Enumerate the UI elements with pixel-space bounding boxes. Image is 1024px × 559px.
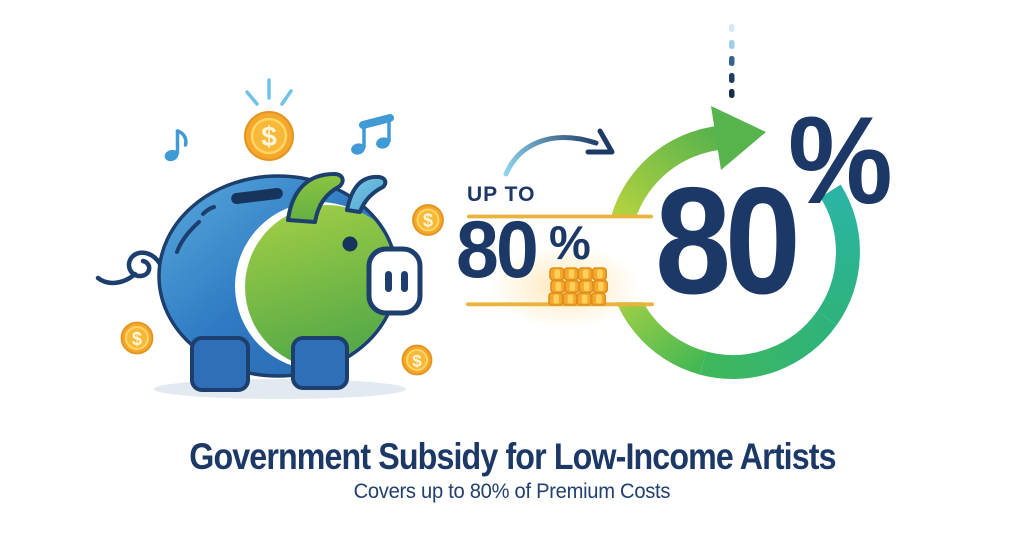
swoosh-arrow-icon (503, 128, 615, 177)
coin-dollar: $ (423, 211, 433, 231)
pig-face-green (245, 205, 395, 369)
pig-leg-left (190, 336, 250, 392)
pig-tail (95, 250, 166, 286)
sparkle-icon (245, 78, 293, 106)
coin-icon: $ (120, 321, 154, 355)
coin-icon: $ (401, 344, 433, 376)
pig-leg-right (291, 336, 349, 390)
stat-right-value: 80 (655, 156, 801, 326)
music-note-icon (164, 129, 188, 162)
pig-nostril (401, 271, 408, 292)
piggy-bank-icon (95, 172, 423, 399)
page-title: Government Subsidy for Low-Income Artist… (188, 436, 836, 477)
subtitle-row: Covers up to 80% of Premium Costs (0, 480, 1024, 504)
pig-ear-front (286, 172, 345, 224)
coin-slot (231, 188, 283, 204)
pig-eye (342, 236, 358, 252)
stat-left-value: 80 (456, 205, 539, 295)
stat-left-label: UP TO (467, 183, 536, 206)
stat-left-percent: % (549, 216, 591, 269)
pig-snout (366, 246, 423, 316)
stat-right-percent: % (788, 92, 893, 230)
coin-dollar: $ (132, 329, 142, 349)
title-row: Government Subsidy for Low-Income Artist… (0, 436, 1024, 478)
page-subtitle: Covers up to 80% of Premium Costs (353, 480, 671, 503)
pig-nostril (385, 271, 392, 292)
gold-rule-top (467, 214, 653, 219)
pig-ear-back (345, 174, 388, 214)
coin-icon: $ (412, 204, 444, 236)
coin-dollar: $ (412, 352, 422, 371)
ring-arrowhead (711, 106, 766, 170)
coin-icon: $ (244, 111, 294, 161)
pig-shine (175, 205, 216, 254)
music-note-icon (351, 114, 394, 155)
coin-stack-icon (548, 267, 608, 306)
coin-dollar: $ (261, 121, 277, 152)
dotted-line-icon (729, 24, 735, 98)
